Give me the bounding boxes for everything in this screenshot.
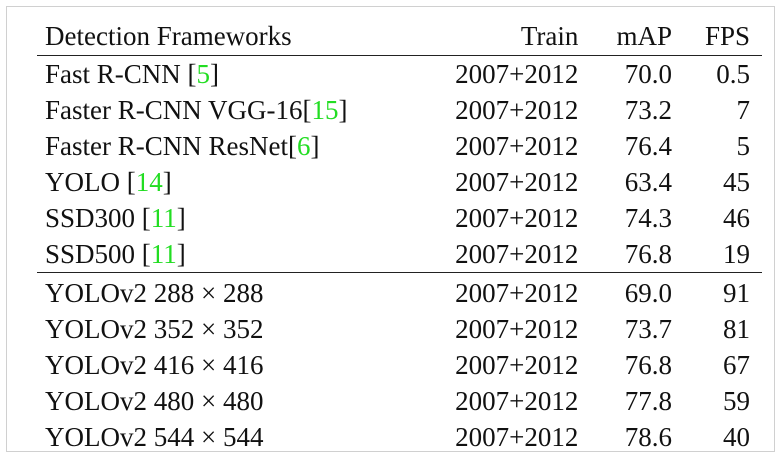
- fps-value: 7: [736, 94, 751, 125]
- table-row: SSD300 [11] 2007+2012 74.3 46: [37, 200, 762, 236]
- map-value: 76.8: [624, 349, 672, 380]
- framework-label: Faster R-CNN ResNet: [45, 130, 288, 161]
- framework-label: SSD500: [45, 238, 142, 269]
- fps-value: 19: [672, 236, 762, 273]
- map-value: 73.2: [624, 94, 672, 125]
- framework-name: SSD300 [11]: [45, 202, 186, 233]
- header-detection-frameworks: Detection Frameworks: [37, 17, 402, 56]
- train-value: 2007+2012: [455, 313, 579, 344]
- fps-value: 5: [736, 130, 751, 161]
- map-value: 77.8: [624, 385, 672, 416]
- table-row: Faster R-CNN VGG-16[15] 2007+2012 73.2 7: [37, 92, 762, 128]
- header-fps: FPS: [672, 17, 762, 56]
- map-value: 74.3: [624, 202, 672, 233]
- fps-value: 59: [723, 385, 750, 416]
- fps-value: 81: [723, 313, 750, 344]
- train-value: 2007+2012: [455, 202, 579, 233]
- train-value: 2007+2012: [455, 94, 579, 125]
- table-row: YOLOv2 544 × 544 2007+2012 78.6 40: [37, 419, 762, 455]
- header-train: Train: [401, 17, 579, 56]
- fps-value: 45: [723, 166, 750, 197]
- map-value-best: 78.6: [624, 421, 672, 452]
- framework-name: Faster R-CNN VGG-16[15]: [45, 94, 348, 125]
- fps-value: 0.5: [716, 58, 750, 89]
- framework-name: YOLOv2 480 × 480: [45, 385, 264, 416]
- fps-value: 67: [723, 349, 750, 380]
- train-value: 2007+2012: [455, 277, 579, 308]
- header-map: mAP: [578, 17, 672, 56]
- map-value: 76.8: [578, 236, 672, 273]
- map-value: 73.7: [624, 313, 672, 344]
- framework-name: YOLOv2 544 × 544: [45, 421, 264, 452]
- train-value: 2007+2012: [455, 130, 579, 161]
- framework-name: SSD500 [11]: [37, 236, 402, 273]
- map-value: 70.0: [624, 58, 672, 89]
- table-row: Fast R-CNN [5] 2007+2012 70.0 0.5: [37, 56, 762, 93]
- framework-label: Faster R-CNN VGG-16: [45, 94, 303, 125]
- framework-name: YOLOv2 288 × 288: [45, 277, 264, 308]
- train-value: 2007+2012: [455, 349, 579, 380]
- framework-name: Faster R-CNN ResNet[6]: [45, 130, 320, 161]
- reference-link[interactable]: 5: [196, 58, 211, 89]
- table-row: YOLOv2 288 × 288 2007+2012 69.0 91: [37, 273, 762, 312]
- train-value: 2007+2012: [455, 385, 579, 416]
- fps-value: 46: [723, 202, 750, 233]
- map-value: 76.4: [624, 130, 672, 161]
- framework-name: YOLO [14]: [45, 166, 172, 197]
- framework-label: YOLO: [45, 166, 127, 197]
- detection-results-table: Detection Frameworks Train mAP FPS Fast …: [37, 17, 762, 455]
- table-row: YOLOv2 480 × 480 2007+2012 77.8 59: [37, 383, 762, 419]
- train-value: 2007+2012: [455, 166, 579, 197]
- fps-value: 91: [723, 277, 750, 308]
- framework-label: Fast R-CNN: [45, 58, 188, 89]
- reference-link[interactable]: 11: [150, 238, 177, 269]
- framework-name: YOLOv2 352 × 352: [45, 313, 264, 344]
- figure-frame: Detection Frameworks Train mAP FPS Fast …: [6, 6, 775, 452]
- train-value: 2007+2012: [401, 236, 579, 273]
- table-row: YOLO [14] 2007+2012 63.4 45: [37, 164, 762, 200]
- reference-link[interactable]: 15: [311, 94, 339, 125]
- fps-value: 40: [723, 421, 750, 452]
- map-value: 63.4: [624, 166, 672, 197]
- table-header-row: Detection Frameworks Train mAP FPS: [37, 17, 762, 56]
- map-value: 69.0: [624, 277, 672, 308]
- table-row: YOLOv2 416 × 416 2007+2012 76.8 67: [37, 347, 762, 383]
- reference-link[interactable]: 14: [135, 166, 163, 197]
- train-value: 2007+2012: [455, 421, 579, 452]
- framework-label: SSD300: [45, 202, 142, 233]
- framework-name: Fast R-CNN [5]: [45, 58, 220, 89]
- reference-link[interactable]: 6: [296, 130, 311, 161]
- framework-name: YOLOv2 416 × 416: [45, 349, 264, 380]
- table-row: Faster R-CNN ResNet[6] 2007+2012 76.4 5: [37, 128, 762, 164]
- train-value: 2007+2012: [455, 58, 579, 89]
- table-row: YOLOv2 352 × 352 2007+2012 73.7 81: [37, 311, 762, 347]
- reference-link[interactable]: 11: [150, 202, 177, 233]
- table-row: SSD500 [11] 2007+2012 76.8 19: [37, 236, 762, 273]
